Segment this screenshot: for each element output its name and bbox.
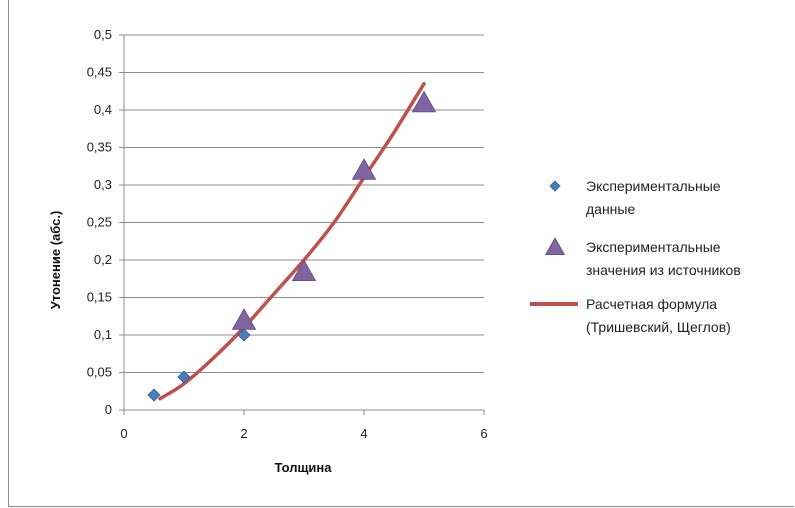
y-tick-label: 0,5 bbox=[94, 27, 112, 42]
y-tick-label: 0,4 bbox=[94, 102, 112, 117]
x-tick-label: 0 bbox=[120, 426, 127, 441]
y-tick-label: 0,25 bbox=[87, 215, 112, 230]
grid-lines bbox=[124, 34, 484, 373]
y-tick-labels: 0 0,05 0,1 0,15 0,2 0,25 0,3 0,35 0,4 0,45 0,5 bbox=[87, 27, 112, 417]
experimental-point bbox=[237, 328, 251, 342]
legend-diamond-icon bbox=[549, 180, 561, 192]
x-tick-labels: 0 2 4 6 bbox=[120, 426, 487, 441]
experimental-point bbox=[147, 388, 161, 402]
source-point bbox=[231, 308, 257, 330]
experimental-point bbox=[177, 370, 191, 384]
formula-curve bbox=[158, 82, 426, 401]
axes bbox=[119, 34, 485, 415]
legend-label: Экспериментальные bbox=[586, 178, 721, 194]
y-axis-title: Утонение (абс.) bbox=[48, 211, 63, 310]
y-tick-label: 0,1 bbox=[94, 327, 112, 342]
y-tick-label: 0,3 bbox=[94, 177, 112, 192]
legend: Экспериментальные данные Экспериментальные… bbox=[530, 178, 741, 335]
legend-triangle-icon bbox=[544, 237, 566, 256]
y-tick-label: 0,05 bbox=[87, 365, 112, 380]
y-tick-label: 0,35 bbox=[87, 140, 112, 155]
chart-frame bbox=[8, 0, 794, 507]
x-tick-label: 2 bbox=[240, 426, 247, 441]
x-tick-label: 6 bbox=[480, 426, 487, 441]
legend-label: Экспериментальные bbox=[586, 239, 721, 255]
source-point bbox=[351, 158, 377, 180]
x-axis-title: Толщина bbox=[274, 460, 332, 475]
x-tick-label: 4 bbox=[360, 426, 367, 441]
source-point bbox=[411, 90, 437, 113]
y-tick-label: 0,15 bbox=[87, 290, 112, 305]
y-tick-label: 0 bbox=[105, 402, 112, 417]
y-tick-label: 0,2 bbox=[94, 252, 112, 267]
plot-area bbox=[147, 82, 437, 402]
source-point bbox=[291, 259, 317, 282]
legend-label: значения из источников bbox=[586, 262, 741, 278]
legend-label: данные bbox=[586, 201, 635, 217]
legend-label: (Тришевский, Щеглов) bbox=[586, 319, 731, 335]
legend-label: Расчетная формула bbox=[586, 296, 717, 312]
y-tick-label: 0,45 bbox=[87, 65, 112, 80]
